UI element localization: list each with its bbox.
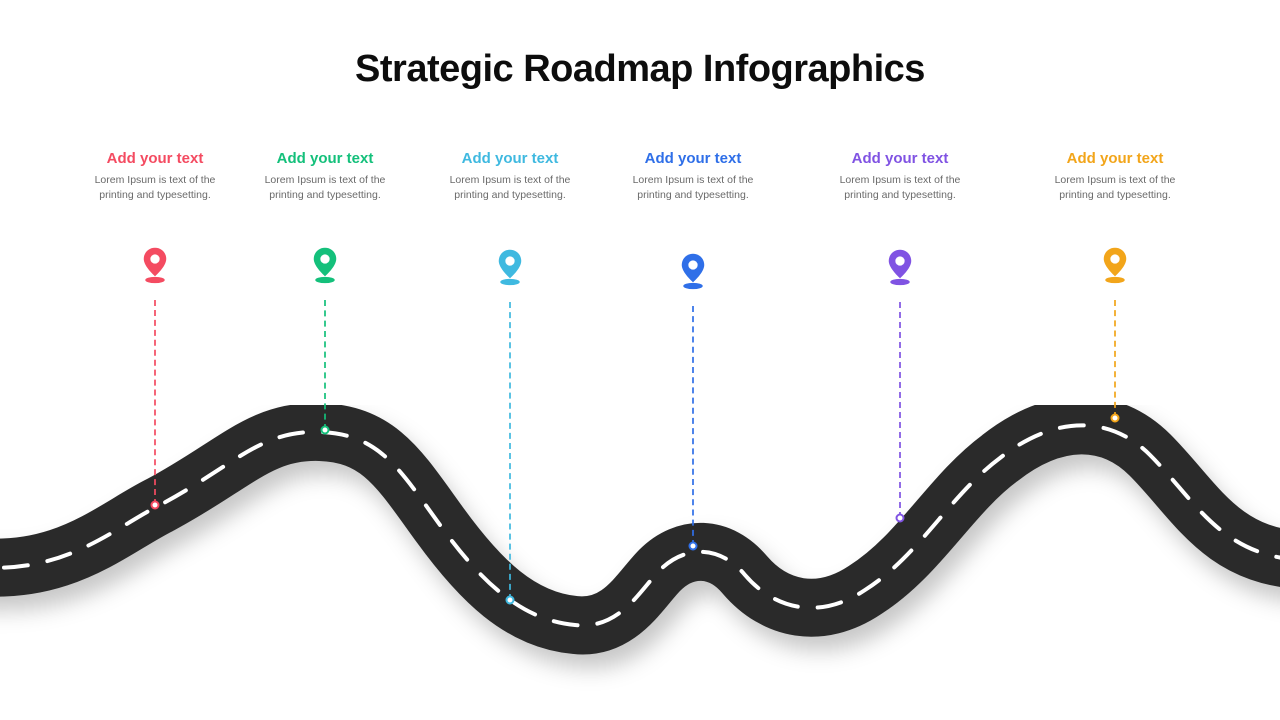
milestone-body: Lorem Ipsum is text of the printing and …	[820, 173, 980, 203]
milestone-heading: Add your text	[820, 150, 980, 167]
location-pin-icon	[140, 246, 170, 284]
milestone-heading: Add your text	[75, 150, 235, 167]
road-dot	[1111, 414, 1120, 423]
milestone-body: Lorem Ipsum is text of the printing and …	[1035, 173, 1195, 203]
pin-wrap	[820, 248, 980, 286]
road-dot	[689, 542, 698, 551]
road-dot	[506, 596, 515, 605]
connector-line	[899, 302, 901, 518]
milestone-heading: Add your text	[1035, 150, 1195, 167]
milestone-5: Add your text Lorem Ipsum is text of the …	[820, 150, 980, 203]
milestone-heading: Add your text	[245, 150, 405, 167]
connector-line	[1114, 300, 1116, 418]
milestone-body: Lorem Ipsum is text of the printing and …	[245, 173, 405, 203]
pin-wrap	[75, 246, 235, 284]
milestone-2: Add your text Lorem Ipsum is text of the …	[245, 150, 405, 203]
milestone-heading: Add your text	[430, 150, 590, 167]
pin-wrap	[613, 252, 773, 290]
connector-line	[324, 300, 326, 430]
road-dot	[151, 501, 160, 510]
road-dot	[321, 426, 330, 435]
location-pin-icon	[678, 252, 708, 290]
connector-line	[692, 306, 694, 546]
connector-line	[154, 300, 156, 505]
milestone-body: Lorem Ipsum is text of the printing and …	[430, 173, 590, 203]
location-pin-icon	[1100, 246, 1130, 284]
connector-line	[509, 302, 511, 600]
milestone-body: Lorem Ipsum is text of the printing and …	[75, 173, 235, 203]
milestone-body: Lorem Ipsum is text of the printing and …	[613, 173, 773, 203]
pin-wrap	[245, 246, 405, 284]
milestones-layer: Add your text Lorem Ipsum is text of the …	[0, 150, 1280, 670]
milestone-6: Add your text Lorem Ipsum is text of the …	[1035, 150, 1195, 203]
location-pin-icon	[495, 248, 525, 286]
slide: Strategic Roadmap Infographics Add your …	[0, 0, 1280, 720]
milestone-heading: Add your text	[613, 150, 773, 167]
slide-title: Strategic Roadmap Infographics	[0, 48, 1280, 91]
pin-wrap	[430, 248, 590, 286]
location-pin-icon	[310, 246, 340, 284]
pin-wrap	[1035, 246, 1195, 284]
road-dot	[896, 514, 905, 523]
milestone-1: Add your text Lorem Ipsum is text of the …	[75, 150, 235, 203]
location-pin-icon	[885, 248, 915, 286]
milestone-3: Add your text Lorem Ipsum is text of the …	[430, 150, 590, 203]
milestone-4: Add your text Lorem Ipsum is text of the …	[613, 150, 773, 203]
